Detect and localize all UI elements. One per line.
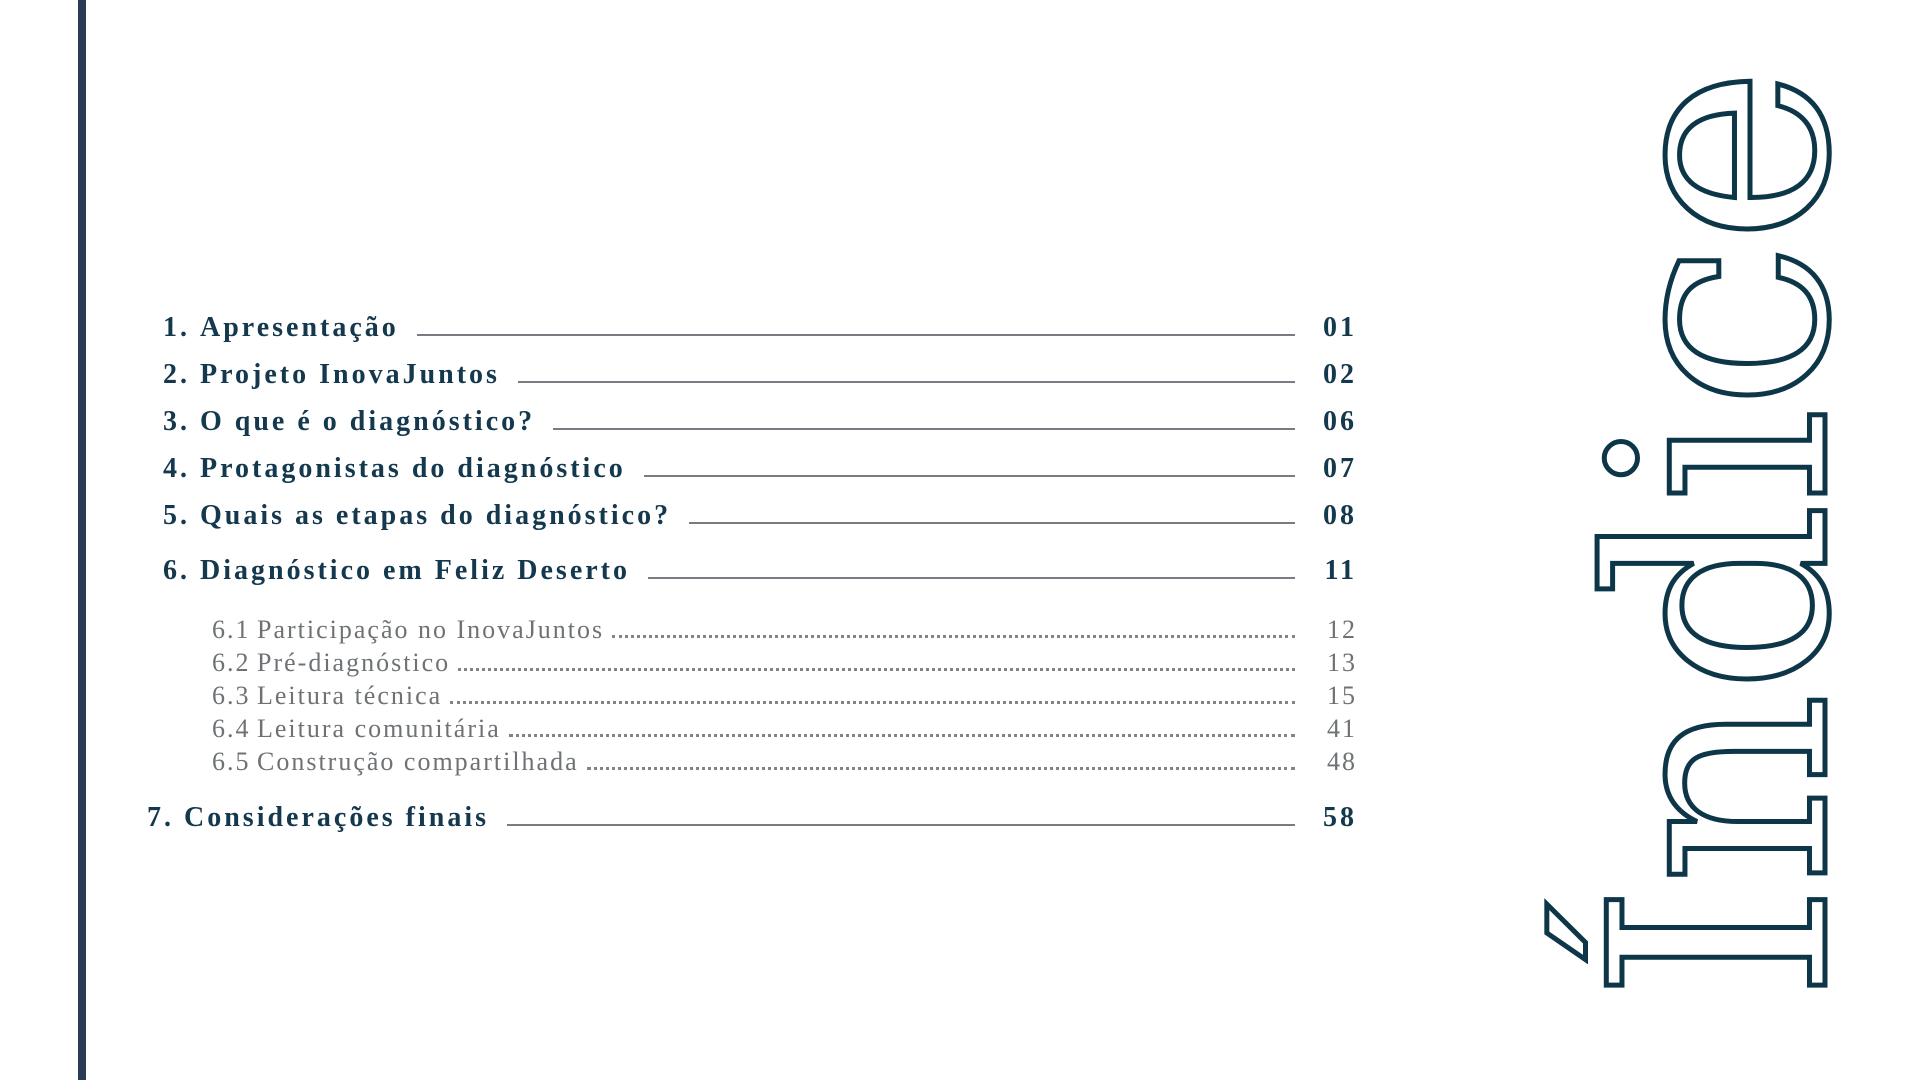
toc-entry: 7. Considerações finais 58 (147, 804, 1357, 832)
toc-entry-title: Participação no InovaJuntos (257, 615, 605, 644)
toc-page-number: 07 (1323, 453, 1357, 484)
toc-entry-title: O que é o diagnóstico? (200, 406, 536, 437)
toc-entry-number: 6.4 (212, 714, 251, 743)
toc-leader-line (586, 767, 1295, 770)
toc-entry-number: 2. (163, 359, 190, 390)
toc-leader-line (458, 668, 1295, 671)
indice-vertical-title: Índice (1545, 66, 1899, 1004)
toc-entry-title: Leitura técnica (257, 681, 443, 710)
toc-entry: 2. Projeto InovaJuntos 02 (163, 361, 1357, 389)
toc-entry-number: 6.3 (212, 681, 251, 710)
toc-page-number: 12 (1327, 615, 1357, 644)
toc-entry: 6.2 Pré-diagnóstico 13 (163, 646, 1357, 679)
toc-entry: 4. Protagonistas do diagnóstico 07 (163, 455, 1357, 483)
toc-entry: 5. Quais as etapas do diagnóstico? 08 (163, 502, 1357, 530)
toc-leader-line (643, 475, 1295, 477)
toc-leader-line (508, 734, 1295, 737)
toc-page-number: 48 (1327, 747, 1357, 776)
toc-entry-number: 6.1 (212, 615, 251, 644)
toc-page-number: 15 (1327, 681, 1357, 710)
toc-leader-line (416, 334, 1295, 336)
left-accent-bar (78, 0, 86, 1080)
toc-leader-line (648, 577, 1295, 579)
toc-entry-title: Apresentação (200, 312, 399, 343)
toc-entry-number: 5. (163, 500, 190, 531)
toc-entry-title: Pré-diagnóstico (257, 648, 451, 677)
toc-page-number: 02 (1323, 359, 1357, 390)
toc-entry-number: 6. (163, 555, 190, 586)
toc-leader-line (507, 824, 1295, 826)
toc-entry-title: Leitura comunitária (257, 714, 501, 743)
toc-leader-line (517, 381, 1295, 383)
toc-page-number: 11 (1324, 555, 1357, 586)
toc-leader-line (450, 701, 1295, 704)
toc-leader-line (553, 428, 1295, 430)
toc-entry-title: Protagonistas do diagnóstico (200, 453, 626, 484)
toc-page-number: 58 (1323, 802, 1357, 833)
table-of-contents: 1. Apresentação 01 2. Projeto InovaJunto… (147, 314, 1357, 832)
toc-entry: 6. Diagnóstico em Feliz Deserto 11 (163, 557, 1357, 585)
toc-entry: 6.3 Leitura técnica 15 (163, 679, 1357, 712)
toc-entry-title: Projeto InovaJuntos (200, 359, 500, 390)
toc-entry: 6.1 Participação no InovaJuntos 12 (163, 613, 1357, 646)
toc-entry-title: Considerações finais (184, 802, 489, 833)
toc-leader-line (612, 635, 1295, 638)
toc-entry-number: 6.2 (212, 648, 251, 677)
toc-entry-number: 4. (163, 453, 190, 484)
toc-page-number: 13 (1327, 648, 1357, 677)
toc-entry-title: Diagnóstico em Feliz Deserto (200, 555, 630, 586)
toc-leader-line (689, 522, 1295, 524)
toc-page-number: 06 (1323, 406, 1357, 437)
toc-entry-number: 1. (163, 312, 190, 343)
toc-page-number: 08 (1323, 500, 1357, 531)
toc-entry: 3. O que é o diagnóstico? 06 (163, 408, 1357, 436)
toc-entry-number: 3. (163, 406, 190, 437)
toc-entry: 1. Apresentação 01 (163, 314, 1357, 342)
toc-entry: 6.5 Construção compartilhada 48 (163, 745, 1357, 778)
toc-entry-number: 6.5 (212, 747, 251, 776)
toc-entry-title: Construção compartilhada (257, 747, 579, 776)
toc-entry-number: 7. (147, 802, 174, 833)
toc-page-number: 01 (1323, 312, 1357, 343)
toc-entry-title: Quais as etapas do diagnóstico? (200, 500, 672, 531)
toc-page-number: 41 (1327, 714, 1357, 743)
toc-entry: 6.4 Leitura comunitária 41 (163, 712, 1357, 745)
